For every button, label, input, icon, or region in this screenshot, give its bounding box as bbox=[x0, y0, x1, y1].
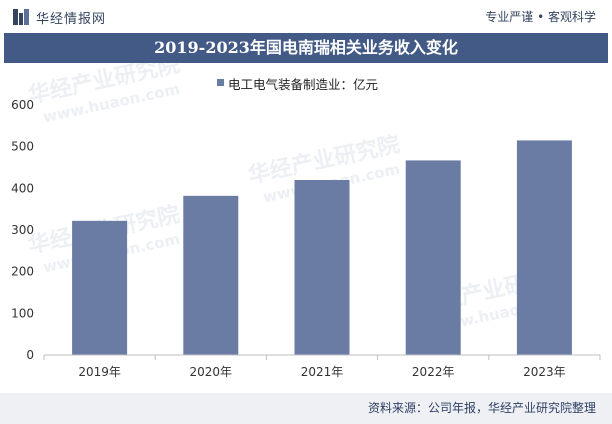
bar bbox=[405, 160, 461, 355]
footer: 资料来源：公司年报，华经产业研究院整理 bbox=[0, 393, 612, 424]
slogan: 专业严谨 • 客观科学 bbox=[485, 10, 596, 24]
y-tick-label: 0 bbox=[26, 348, 34, 362]
y-tick-label: 400 bbox=[11, 181, 34, 195]
y-tick-label: 200 bbox=[11, 265, 34, 279]
y-axis: 0 100 200 300 400 500 600 bbox=[11, 98, 34, 362]
chart-area: 电工电气装备制造业：亿元 华经产业研究院 www.huaon.com 华经产业研究院… bbox=[0, 63, 612, 393]
bar bbox=[294, 180, 350, 355]
chart-title: 2019-2023年国电南瑞相关业务收入变化 bbox=[154, 38, 458, 57]
bar-chart: 华经产业研究院www.huaon.com华经产业研究院www.huaon.com… bbox=[11, 63, 601, 379]
legend-label: 电工电气装备制造业：亿元 bbox=[228, 77, 379, 92]
source-note: 资料来源：公司年报，华经产业研究院整理 bbox=[367, 401, 596, 415]
y-tick-label: 300 bbox=[11, 223, 34, 237]
header: 华经情报网 专业严谨 • 客观科学 bbox=[0, 0, 612, 33]
x-tick-label: 2022年 bbox=[412, 365, 455, 379]
x-tick-label: 2020年 bbox=[190, 365, 233, 379]
brand-name: 华经情报网 bbox=[36, 12, 107, 27]
x-tick-label: 2021年 bbox=[301, 365, 344, 379]
y-tick-label: 500 bbox=[11, 140, 34, 154]
y-tick-label: 100 bbox=[11, 306, 34, 320]
x-axis: 2019年 2020年 2021年 2022年 2023年 bbox=[43, 354, 601, 379]
bar bbox=[516, 140, 572, 355]
bar bbox=[72, 220, 128, 355]
x-tick-label: 2023年 bbox=[523, 365, 566, 379]
bar bbox=[183, 195, 239, 355]
bars bbox=[72, 140, 572, 355]
legend-swatch bbox=[217, 79, 224, 86]
huajing-logo-icon bbox=[13, 9, 29, 25]
x-tick-label: 2019年 bbox=[78, 365, 121, 379]
y-tick-label: 600 bbox=[11, 98, 34, 112]
title-bar: 2019-2023年国电南瑞相关业务收入变化 bbox=[4, 33, 608, 63]
